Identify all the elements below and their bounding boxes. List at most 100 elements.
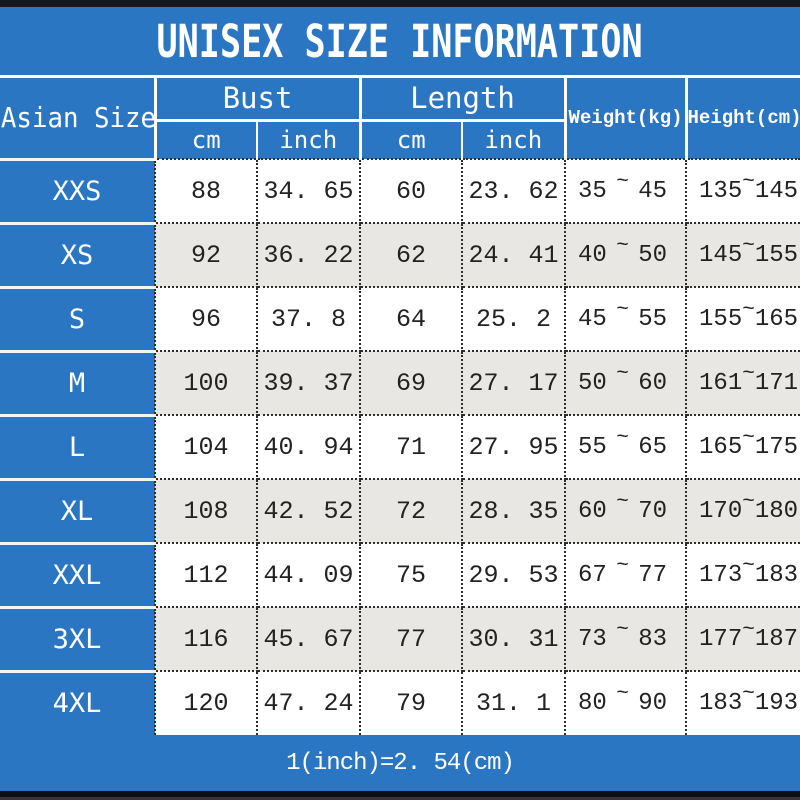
tilde-separator: ~ [742,234,755,258]
height-max: 175 [754,433,799,461]
height-min: 145 [699,241,743,269]
page-title: UNISEX SIZE INFORMATION [156,14,644,68]
weight-range-cell: 40 ~50 [564,222,688,288]
height-max: 171 [754,369,799,397]
tilde-separator: ~ [616,426,629,450]
length-inch-cell: 27. 95 [460,414,567,480]
table-row-xl: XL 108 42. 52 72 28. 35 60 ~70 170 ~180 [0,477,800,544]
height-min: 177 [699,625,743,653]
col-header-bust-inch: inch [257,120,362,159]
weight-max: 83 [638,625,667,653]
height-max: 187 [754,625,799,653]
bust-inch-cell: 40. 94 [256,414,361,480]
size-cell: XXL [0,541,155,607]
tilde-separator: ~ [616,362,629,386]
table-row-l: L 104 40. 94 71 27. 95 55 ~65 165 ~175 [0,413,800,480]
bust-cm-cell: 112 [154,542,258,608]
height-range-cell: 135 ~145 [685,158,800,224]
length-cm-cell: 69 [359,350,463,416]
tilde-separator: ~ [616,554,629,578]
col-header-bust: Bust [155,78,362,122]
weight-min: 55 [578,433,607,461]
height-min: 165 [699,433,743,461]
height-range-cell: 170 ~180 [685,478,800,544]
size-cell: XL [0,477,155,543]
length-inch-cell: 27. 17 [460,350,567,416]
table-row-m: M 100 39. 37 69 27. 17 50 ~60 161 ~171 [0,349,800,416]
col-header-bust-cm: cm [155,120,258,159]
col-header-weight: Weight(kg) [563,78,688,159]
weight-max: 70 [638,497,667,525]
size-cell: L [0,413,155,479]
height-range-cell: 145 ~155 [685,222,800,288]
asian-size-label: Asian Size [0,101,157,135]
table-row-4xl: 4XL 120 47. 24 79 31. 1 80 ~90 183 ~193 [0,669,800,735]
weight-max: 77 [638,561,667,589]
bust-inch-cell: 44. 09 [256,542,361,608]
weight-range-cell: 50 ~60 [564,350,688,416]
top-border-strip [0,0,800,7]
weight-range-cell: 73 ~83 [564,606,688,672]
size-cell: 4XL [0,669,155,735]
header-group-row: Asian Size Bust Length Weight(kg) Height… [0,78,800,159]
weight-min: 73 [578,625,607,653]
weight-min: 45 [578,305,607,333]
header-unit-row: cm inch cm inch [0,120,800,159]
height-range-cell: 161 ~171 [685,350,800,416]
bust-cm-cell: 100 [154,350,258,416]
col-header-length: Length [360,78,566,122]
table-row-xxl: XXL 112 44. 09 75 29. 53 67 ~77 173 ~183 [0,541,800,608]
bust-inch-cell: 47. 24 [256,670,361,735]
bottom-border-strip [0,791,800,800]
height-max: 165 [754,305,799,333]
weight-range-cell: 60 ~70 [564,478,688,544]
tilde-separator: ~ [742,170,755,194]
length-inch-cell: 29. 53 [460,542,567,608]
size-cell: XS [0,221,155,287]
weight-max: 50 [638,241,667,269]
col-header-height: Height(cm) [686,78,800,159]
length-inch-cell: 25. 2 [460,286,567,352]
weight-min: 80 [578,690,607,717]
col-header-length-inch: inch [462,120,566,159]
size-cell: S [0,285,155,351]
table-row-xxs: XXS 88 34. 65 60 23. 62 35 ~45 135 ~145 [0,157,800,224]
bust-cm-cell: 120 [154,670,258,735]
length-cm-cell: 62 [359,222,463,288]
height-max: 180 [754,497,799,525]
length-cm-cell: 75 [359,542,463,608]
length-inch-cell: 31. 1 [460,670,567,735]
length-inch-cell: 23. 62 [460,158,567,224]
size-cell: XXS [0,157,155,223]
bust-cm-cell: 104 [154,414,258,480]
height-min: 155 [699,305,743,333]
tilde-separator: ~ [742,298,755,322]
weight-max: 90 [638,690,667,717]
footer-band: 1(inch)=2. 54(cm) [0,735,800,791]
height-range-cell: 155 ~165 [685,286,800,352]
height-range-cell: 177 ~187 [685,606,800,672]
bust-cm-cell: 116 [154,606,258,672]
tilde-separator: ~ [616,298,629,322]
weight-range-cell: 80 ~90 [564,670,688,735]
weight-min: 67 [578,561,607,589]
length-inch-cell: 24. 41 [460,222,567,288]
weight-min: 60 [578,497,607,525]
table-row-xs: XS 92 36. 22 62 24. 41 40 ~50 145 ~155 [0,221,800,288]
bust-cm-cell: 108 [154,478,258,544]
length-cm-cell: 71 [359,414,463,480]
length-cm-cell: 79 [359,670,463,735]
conversion-note: 1(inch)=2. 54(cm) [286,749,515,777]
tilde-separator: ~ [616,490,629,514]
col-header-length-cm: cm [360,120,463,159]
bust-inch-cell: 39. 37 [256,350,361,416]
bust-inch-cell: 45. 67 [256,606,361,672]
table-header: Asian Size Bust Length Weight(kg) Height… [0,78,800,159]
tilde-separator: ~ [616,618,629,642]
height-range-cell: 165 ~175 [685,414,800,480]
tilde-separator: ~ [616,170,629,194]
weight-range-cell: 67 ~77 [564,542,688,608]
size-cell: M [0,349,155,415]
length-inch-cell: 30. 31 [460,606,567,672]
bust-inch-cell: 37. 8 [256,286,361,352]
